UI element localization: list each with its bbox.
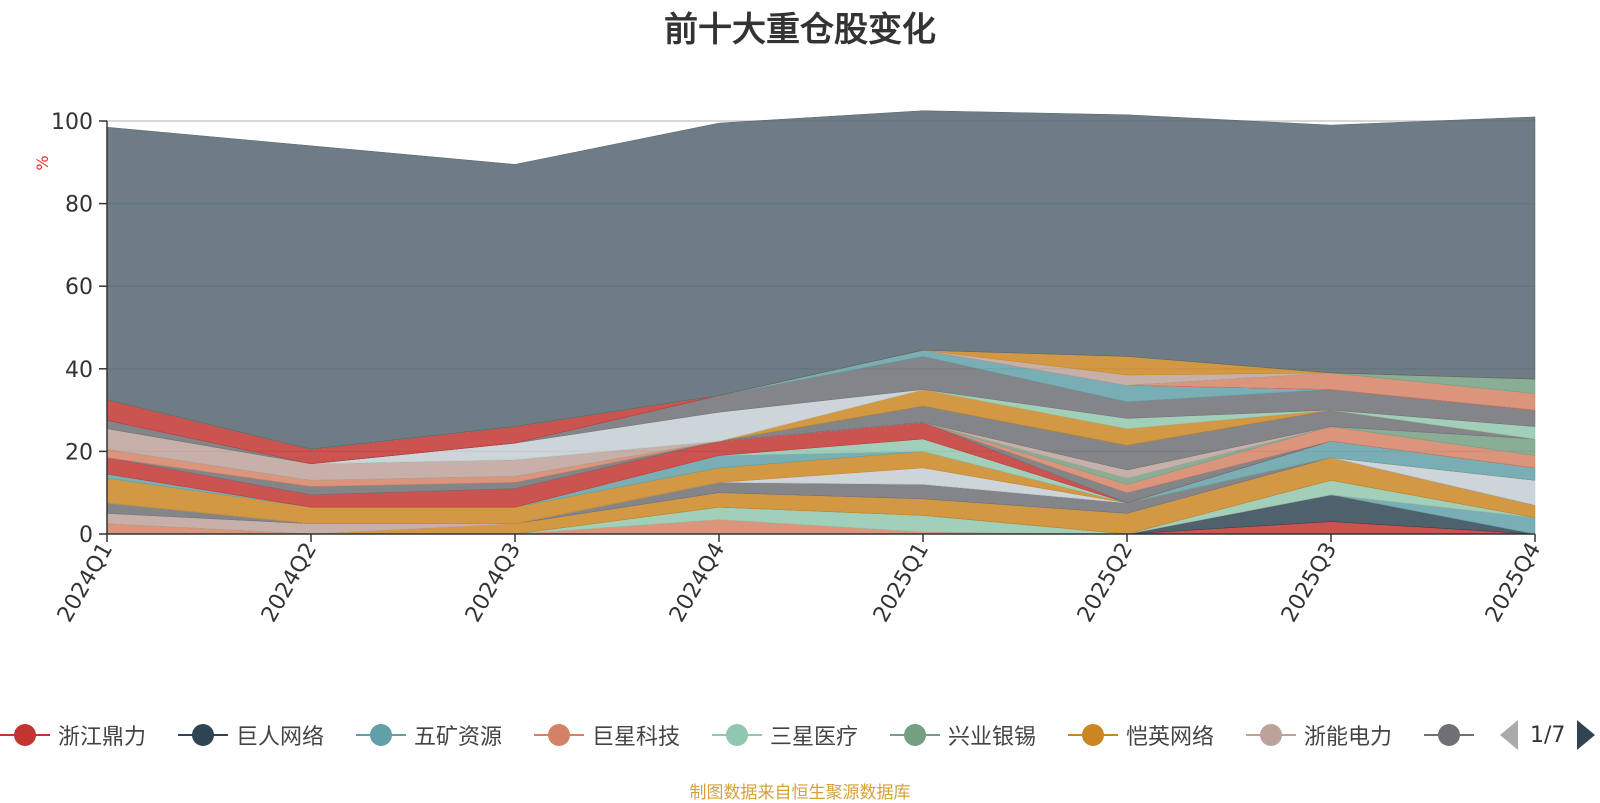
legend-label: 恺英网络: [1126, 725, 1215, 750]
data-source-note: 制图数据来自恒生聚源数据库: [689, 783, 911, 803]
x-tick-label: 2025Q3: [1277, 539, 1342, 627]
legend-page-indicator: 1/7: [1530, 722, 1566, 748]
legend-marker-icon: [1246, 724, 1296, 746]
y-tick-label: 100: [51, 110, 93, 135]
y-tick-label: 40: [65, 358, 93, 383]
legend-label: 巨星科技: [592, 725, 681, 750]
legend-item[interactable]: 恺英网络: [1068, 715, 1214, 755]
next-page-icon[interactable]: [1577, 720, 1596, 750]
legend-label: 浙能电力: [1304, 725, 1393, 750]
legend-item[interactable]: 五矿资源: [356, 715, 502, 755]
x-tick-label: 2024Q1: [53, 539, 118, 627]
legend-item[interactable]: 浙能电力: [1246, 715, 1392, 755]
y-tick-label: 0: [79, 523, 93, 548]
legend-item[interactable]: [1424, 715, 1482, 755]
legend-item[interactable]: 巨星科技: [534, 715, 680, 755]
x-tick-label: 2025Q4: [1481, 539, 1546, 627]
legend-marker-icon: [178, 724, 228, 746]
legend-marker-icon: [890, 724, 940, 746]
legend-label: 兴业银锡: [948, 725, 1037, 750]
legend-marker-icon: [712, 724, 762, 746]
previous-page-icon[interactable]: [1500, 720, 1518, 750]
stacked-areas: [106, 110, 1536, 535]
legend-label: 浙江鼎力: [58, 725, 147, 750]
chart-title: 前十大重仓股变化: [664, 10, 936, 50]
legend-marker-icon: [1424, 724, 1474, 746]
y-tick-label: 20: [65, 440, 93, 465]
area-series-30[interactable]: [106, 110, 1536, 450]
legend-label: 五矿资源: [414, 725, 503, 750]
legend-label: 三星医疗: [770, 725, 859, 750]
legend-marker-icon: [1068, 724, 1118, 746]
x-tick-label: 2024Q4: [665, 539, 730, 627]
legend-marker-icon: [356, 724, 406, 746]
legend-item[interactable]: 三星医疗: [712, 715, 858, 755]
legend: 浙江鼎力 巨人网络 五矿资源 巨星科技 三星医疗 兴业银锡 恺英网络 浙能电力: [0, 715, 1484, 755]
x-tick-label: 2024Q3: [461, 539, 526, 627]
y-tick-label: 60: [65, 275, 93, 300]
legend-marker-icon: [0, 724, 50, 746]
x-tick-label: 2024Q2: [257, 539, 322, 627]
y-tick-label: 80: [65, 193, 93, 218]
x-tick-label: 2025Q1: [869, 539, 934, 627]
legend-pager: 1/7: [1500, 718, 1596, 752]
legend-label: 巨人网络: [236, 725, 325, 750]
y-axis-unit-label: %: [33, 155, 52, 170]
x-tick-label: 2025Q2: [1073, 539, 1138, 627]
legend-marker-icon: [534, 724, 584, 746]
legend-item[interactable]: 巨人网络: [178, 715, 324, 755]
chart-plot: 0 20 40 60 80 100 2024Q1 2024Q2 2024Q3 2024Q4 2025…: [33, 110, 1546, 627]
legend-item[interactable]: 浙江鼎力: [0, 715, 146, 755]
legend-item[interactable]: 兴业银锡: [890, 715, 1036, 755]
